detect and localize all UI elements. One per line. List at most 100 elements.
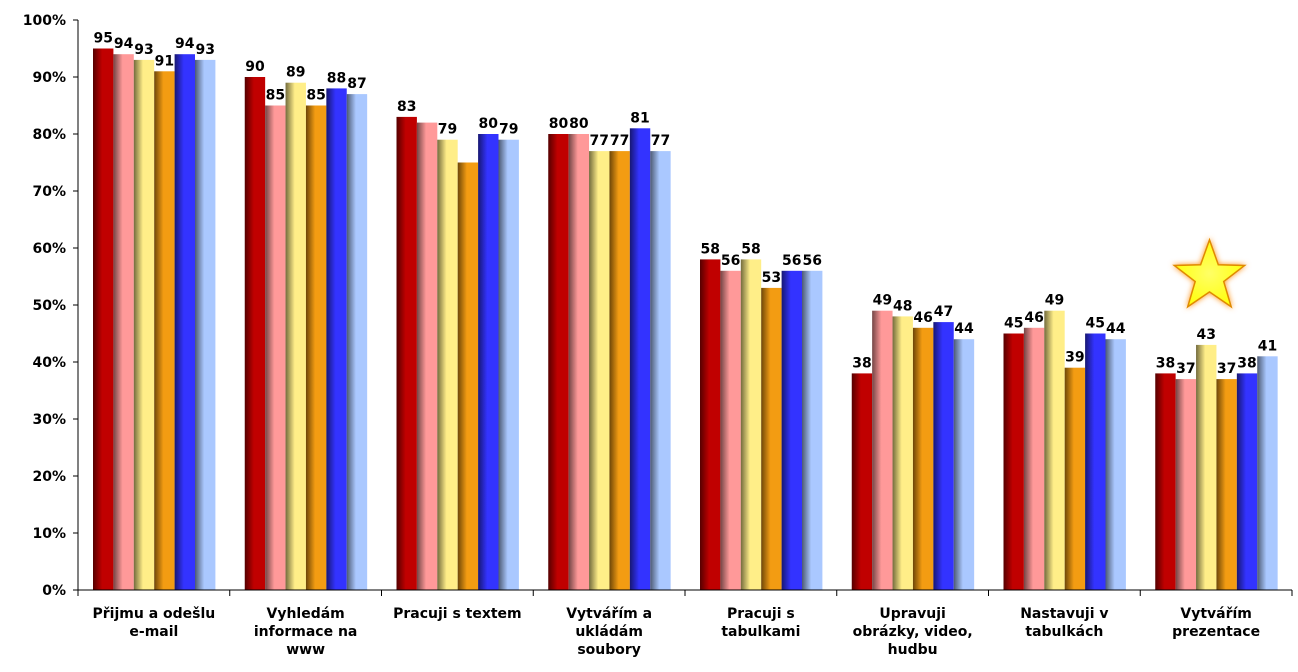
value-label: 58	[741, 241, 760, 257]
bar	[589, 151, 610, 590]
bar	[416, 122, 438, 590]
y-tick-label: 100%	[23, 13, 66, 29]
bar	[1023, 327, 1045, 590]
value-label: 38	[1156, 355, 1175, 371]
value-label: 80	[549, 116, 569, 132]
value-label: 44	[1106, 321, 1126, 337]
bar	[346, 94, 368, 590]
bar	[133, 59, 155, 590]
bar	[154, 71, 175, 591]
bar	[568, 134, 590, 590]
bar	[1105, 339, 1126, 590]
bar	[953, 339, 975, 590]
value-label: 45	[1086, 316, 1105, 332]
value-label: 91	[155, 53, 174, 69]
bar	[609, 151, 630, 590]
category-label: Vytvářím a ukládám soubory	[566, 606, 652, 658]
bar	[650, 151, 671, 590]
value-label: 43	[1197, 327, 1216, 343]
value-label: 80	[569, 116, 589, 132]
bars	[93, 48, 1278, 591]
value-label: 81	[630, 110, 649, 126]
bar	[781, 270, 802, 590]
value-label: 90	[245, 59, 265, 75]
y-tick-label: 60%	[32, 241, 66, 257]
bar	[912, 327, 934, 590]
value-label: 53	[762, 270, 781, 286]
value-label: 49	[1045, 293, 1064, 309]
bar	[1196, 344, 1217, 590]
bar	[892, 316, 913, 590]
bar	[285, 82, 306, 590]
value-label: 45	[1004, 316, 1023, 332]
bar	[244, 77, 266, 590]
y-tick-label: 80%	[32, 127, 66, 143]
y-tick-label: 90%	[32, 70, 66, 86]
y-tick-label: 70%	[32, 184, 66, 200]
bar	[326, 88, 347, 591]
bar	[478, 134, 499, 590]
x-axis: Přijmu a odešlu e-mail Vyhledám informace n…	[77, 589, 1293, 658]
category-label: Upravuji obrázky, video, hudbu	[853, 606, 973, 658]
bar	[1085, 333, 1106, 590]
bar	[802, 270, 823, 590]
value-label: 85	[306, 88, 325, 104]
value-label: 46	[913, 310, 932, 326]
y-tick-label: 30%	[32, 412, 66, 428]
y-tick-label: 0%	[42, 583, 66, 599]
value-label: 93	[195, 42, 214, 58]
bar	[457, 162, 479, 590]
value-label: 38	[1237, 355, 1256, 371]
bar	[195, 59, 216, 590]
bar	[1044, 310, 1065, 590]
category-label: Pracuji s textem	[393, 606, 522, 622]
bar	[437, 139, 458, 590]
bar	[1236, 373, 1258, 590]
y-tick-label: 40%	[32, 355, 66, 371]
bar	[1064, 367, 1086, 590]
value-label: 87	[347, 76, 366, 92]
value-label: 56	[721, 253, 740, 269]
value-label: 83	[397, 99, 416, 115]
highlight	[1172, 237, 1247, 309]
bar	[93, 48, 114, 590]
value-label: 46	[1024, 310, 1043, 326]
bar	[933, 322, 954, 590]
value-label: 93	[134, 42, 153, 58]
bar	[629, 128, 651, 591]
value-label: 79	[499, 122, 518, 138]
bar	[740, 259, 762, 590]
bar	[113, 54, 134, 590]
value-label: 56	[802, 253, 821, 269]
y-tick-label: 50%	[32, 298, 66, 314]
bar	[396, 116, 417, 591]
y-tick-label: 10%	[32, 526, 66, 542]
value-label: 37	[1176, 361, 1195, 377]
bar	[720, 270, 741, 590]
value-label: 88	[327, 70, 346, 86]
y-tick-label: 20%	[32, 469, 66, 485]
value-label: 58	[700, 241, 719, 257]
bar	[851, 373, 873, 590]
bar	[1003, 333, 1024, 590]
bar	[1216, 379, 1237, 590]
value-label: 56	[782, 253, 801, 269]
value-label: 94	[175, 36, 195, 52]
category-label: Vytvářím prezentace	[1172, 606, 1260, 640]
value-label: 85	[266, 88, 285, 104]
bar	[1175, 379, 1197, 590]
category-label: Nastavuji v tabulkách	[1020, 606, 1108, 640]
bar	[700, 259, 721, 590]
value-label: 48	[893, 298, 912, 314]
value-label: 49	[873, 293, 892, 309]
value-label: 89	[286, 65, 305, 81]
value-label: 39	[1065, 350, 1084, 366]
bar	[872, 310, 893, 590]
value-label: 47	[934, 304, 953, 320]
bar	[498, 139, 519, 590]
bar	[1155, 373, 1176, 590]
star-icon	[1172, 237, 1247, 309]
category-label: Vyhledám informace na www	[254, 606, 358, 658]
value-label: 79	[438, 122, 457, 138]
